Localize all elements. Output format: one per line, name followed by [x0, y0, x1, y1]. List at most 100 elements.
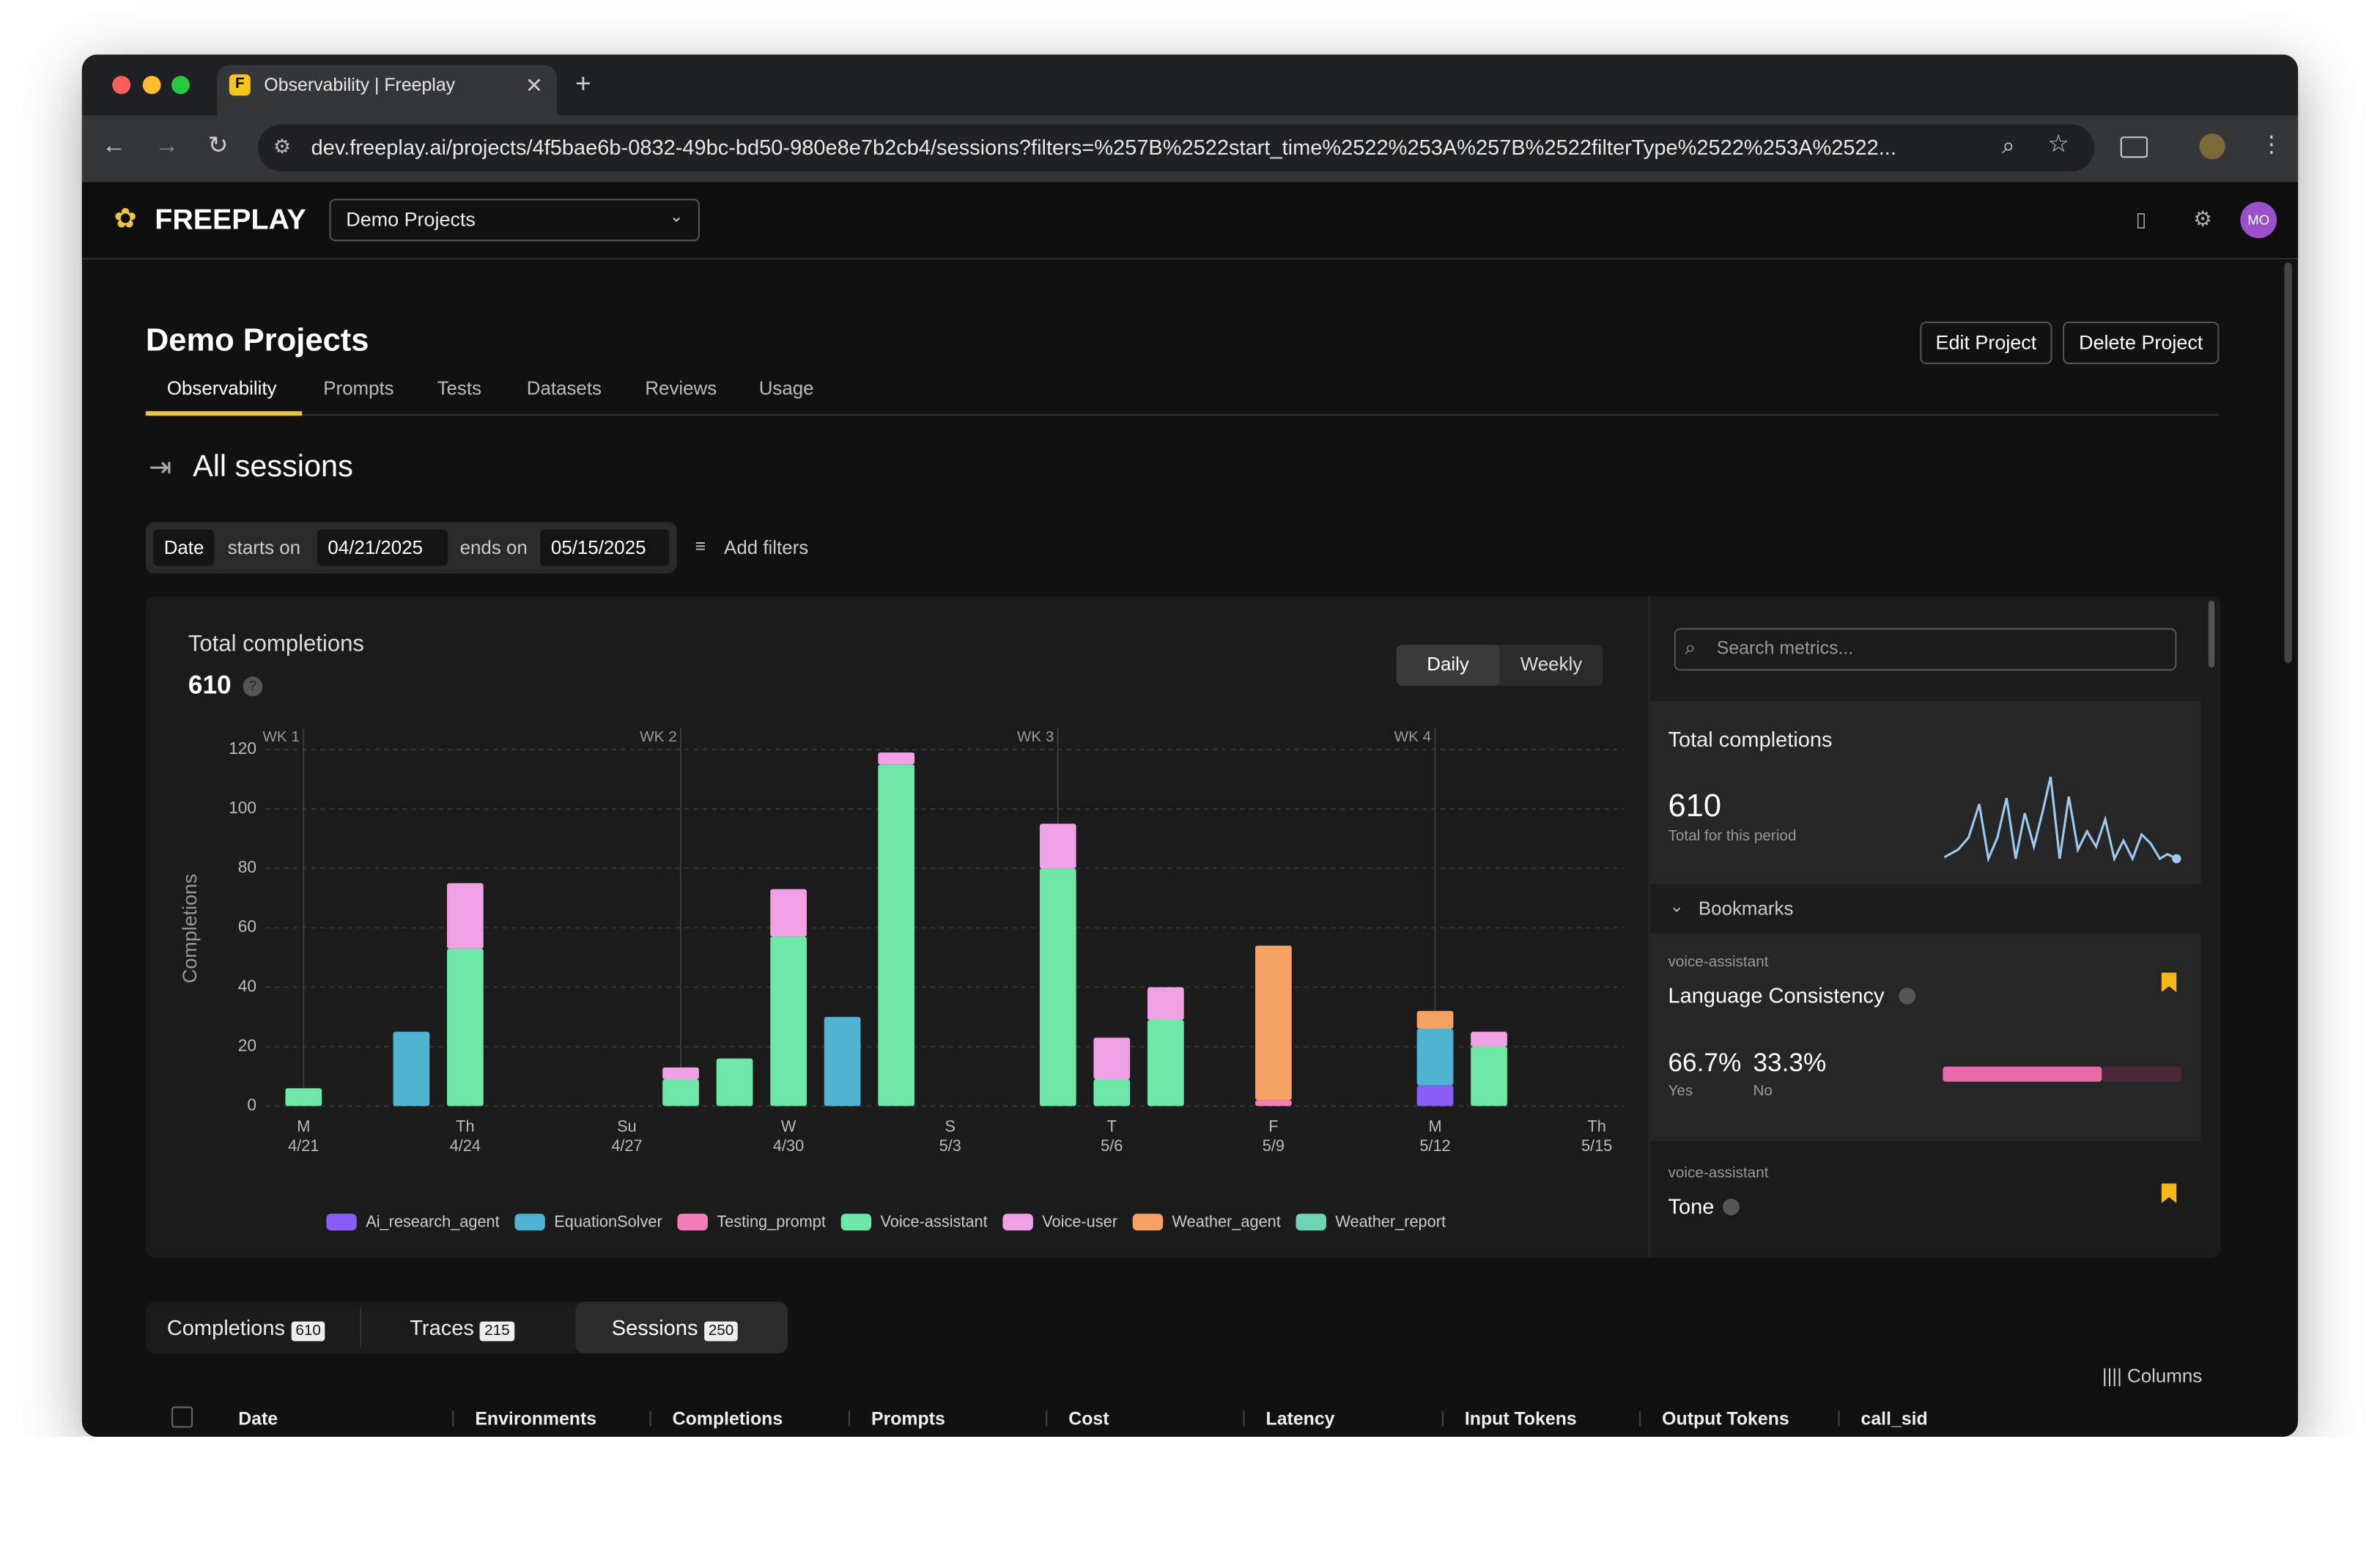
- x-tick-day: F: [1268, 1117, 1278, 1135]
- settings-icon[interactable]: ⚙: [2193, 206, 2213, 231]
- summary-value: 610: [1668, 788, 1722, 824]
- legend-label: Weather_report: [1335, 1213, 1446, 1231]
- week-label: WK 3: [1017, 728, 1054, 745]
- yes-bar: [1943, 1066, 2102, 1082]
- column-header[interactable]: call_sid: [1860, 1408, 1928, 1430]
- bookmark-star[interactable]: ☆: [2047, 132, 2070, 158]
- column-separator: [1639, 1410, 1641, 1427]
- favicon: F: [229, 74, 251, 96]
- toggle-daily[interactable]: Daily: [1396, 645, 1500, 686]
- legend-swatch: [677, 1213, 708, 1231]
- filter-end-box[interactable]: [540, 529, 670, 566]
- site-info[interactable]: ⚙: [273, 135, 291, 158]
- toggle-weekly[interactable]: Weekly: [1520, 654, 1583, 676]
- add-filters[interactable]: Add filters: [724, 537, 809, 559]
- legend-swatch: [1132, 1213, 1164, 1231]
- help-icon[interactable]: ?: [243, 676, 263, 697]
- reload[interactable]: ↻: [207, 133, 229, 160]
- x-tick-day: T: [1107, 1117, 1117, 1135]
- bookmarks-label[interactable]: Bookmarks: [1698, 898, 1794, 920]
- project-select-label: Demo Projects: [346, 207, 476, 231]
- table-tab-label: Completions: [166, 1315, 286, 1340]
- tab[interactable]: Reviews: [645, 377, 717, 399]
- url: dev.freeplay.ai/projects/4f5bae6b-0832-4…: [311, 135, 1896, 160]
- avatar[interactable]: MO: [2240, 201, 2277, 239]
- section-title: All sessions: [193, 450, 353, 484]
- filter-end: 05/15/2025: [550, 537, 646, 559]
- bar-segment: [1416, 1010, 1454, 1029]
- help-icon[interactable]: [1899, 988, 1916, 1005]
- help-icon[interactable]: [1723, 1198, 1740, 1216]
- filter-start-box[interactable]: [317, 529, 448, 566]
- column-header[interactable]: Prompts: [871, 1408, 945, 1430]
- x-tick-label: 5/15: [1581, 1136, 1612, 1155]
- filter-op: starts on: [227, 537, 301, 559]
- profile[interactable]: [2199, 133, 2225, 160]
- tabs-divider: [145, 414, 2220, 416]
- omnibox[interactable]: [258, 124, 2095, 171]
- filter-field-box[interactable]: [153, 529, 215, 566]
- column-header[interactable]: Cost: [1068, 1408, 1109, 1430]
- min-dot[interactable]: [142, 75, 161, 95]
- forward[interactable]: →: [155, 133, 180, 160]
- active-tab[interactable]: [217, 65, 558, 116]
- tab[interactable]: Prompts: [323, 377, 394, 399]
- x-tick-label: 4/30: [773, 1136, 804, 1155]
- table-tab-label: Sessions: [611, 1315, 698, 1340]
- table-tab[interactable]: Traces 215: [410, 1317, 514, 1342]
- back[interactable]: ←: [101, 133, 126, 160]
- bar-segment: [447, 948, 484, 1106]
- column-header[interactable]: Environments: [475, 1408, 597, 1430]
- column-header[interactable]: Output Tokens: [1662, 1408, 1789, 1430]
- bar-segment: [447, 883, 484, 949]
- tab[interactable]: Observability: [166, 377, 277, 399]
- menu[interactable]: ⋮: [2260, 132, 2283, 158]
- bar-segment: [716, 1058, 753, 1106]
- new-tab[interactable]: +: [575, 68, 591, 99]
- tab[interactable]: Datasets: [526, 377, 602, 399]
- column-header[interactable]: Date: [238, 1408, 278, 1430]
- zoom[interactable]: ⌕: [2002, 133, 2015, 160]
- tab-underline: [145, 411, 303, 416]
- columns-label: Columns: [2127, 1365, 2203, 1387]
- table-tab[interactable]: Sessions 250: [611, 1315, 739, 1342]
- bar-segment: [1039, 824, 1076, 869]
- tab-close[interactable]: ✕: [525, 73, 544, 97]
- column-separator: [452, 1410, 454, 1427]
- delete-button[interactable]: Delete Project: [2063, 321, 2220, 364]
- columns-button[interactable]: |||| Columns: [2102, 1365, 2203, 1387]
- metric-title: Tone: [1668, 1194, 1715, 1218]
- project-select[interactable]: [329, 199, 700, 242]
- bar-segment: [662, 1079, 699, 1106]
- bookmarks-chevron[interactable]: ⌄: [1669, 898, 1684, 917]
- search-box[interactable]: [1674, 628, 2177, 671]
- max-dot[interactable]: [171, 75, 190, 95]
- column-separator: [848, 1410, 850, 1427]
- filter-icon: ≡: [695, 535, 706, 557]
- bookmark-icon[interactable]: [2161, 972, 2177, 993]
- bookmark-icon[interactable]: [2161, 1183, 2177, 1204]
- metric-source: voice-assistant: [1668, 954, 1769, 972]
- tab[interactable]: Tests: [437, 377, 482, 399]
- bar-segment: [1255, 945, 1292, 1101]
- close-dot[interactable]: [112, 75, 131, 95]
- metric-source: voice-assistant: [1668, 1165, 1769, 1183]
- edit-button[interactable]: Edit Project: [1920, 321, 2052, 364]
- column-header[interactable]: Latency: [1265, 1408, 1335, 1430]
- scrollbar: [2284, 262, 2292, 663]
- bar-segment: [1147, 987, 1184, 1020]
- x-tick-day: Th: [456, 1117, 474, 1135]
- count-badge: 250: [703, 1321, 739, 1342]
- column-header[interactable]: Completions: [672, 1408, 783, 1430]
- column-header[interactable]: Input Tokens: [1464, 1408, 1577, 1430]
- search-placeholder: Search metrics...: [1716, 637, 1854, 659]
- cast[interactable]: [2120, 136, 2148, 158]
- select-all[interactable]: [171, 1406, 193, 1428]
- docs-icon[interactable]: ▯: [2135, 207, 2147, 231]
- x-tick-day: W: [781, 1117, 797, 1135]
- tab[interactable]: Usage: [758, 377, 814, 399]
- logo: FREEPLAY: [155, 204, 306, 237]
- table-tab[interactable]: Completions 610: [166, 1315, 326, 1342]
- bar-segment: [662, 1067, 699, 1080]
